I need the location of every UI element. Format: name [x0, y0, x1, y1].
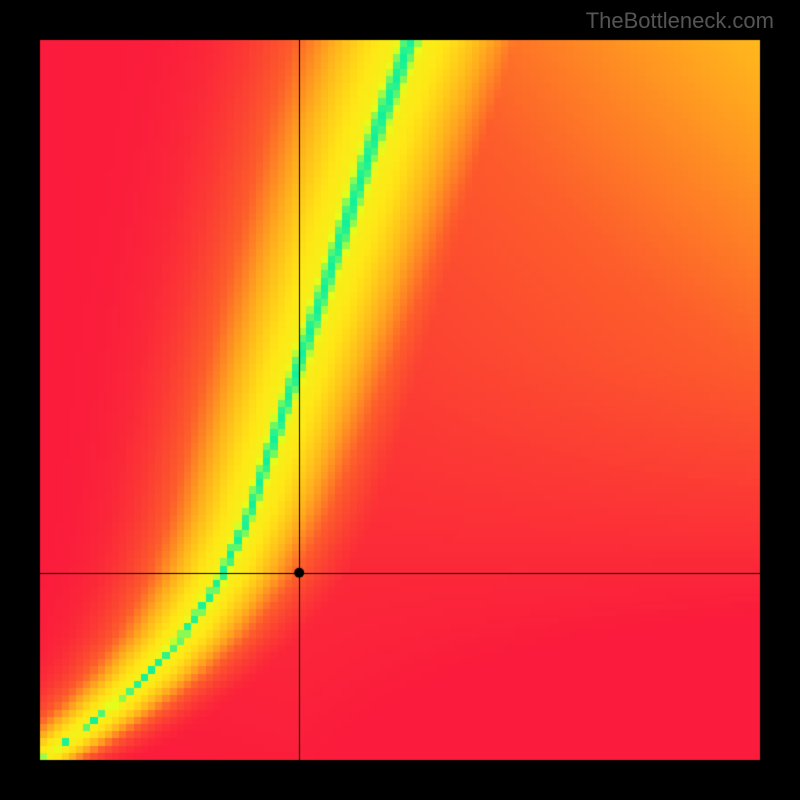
chart-container: TheBottleneck.com	[0, 0, 800, 800]
bottleneck-heatmap	[0, 0, 800, 800]
